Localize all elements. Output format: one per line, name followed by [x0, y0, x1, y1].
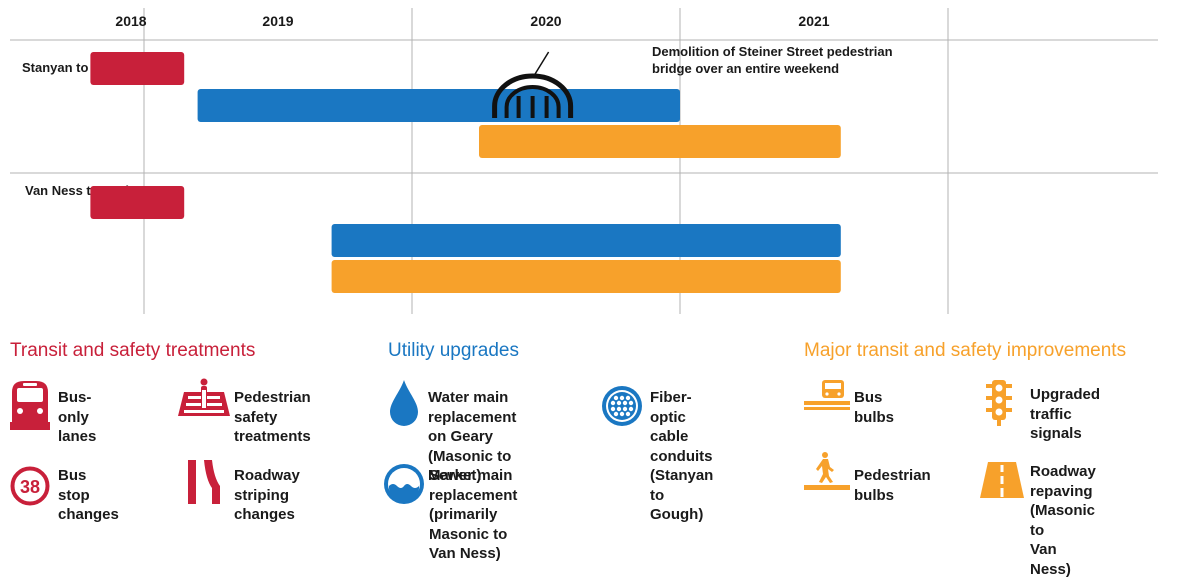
bridge-icon — [492, 51, 574, 118]
year-label: 2019 — [262, 13, 293, 29]
legend-title-utility: Utility upgrades — [388, 340, 519, 361]
legend-label: Bus-only lanes — [58, 389, 97, 445]
legend-label: Roadway striping changes — [234, 467, 300, 523]
year-label: 2021 — [798, 13, 829, 29]
legend-label: Sewer main replacement (primarily Masoni… — [429, 467, 518, 562]
gantt-bar — [90, 186, 185, 219]
bus-bulb-icon — [804, 380, 850, 410]
bridge-arch-inner — [504, 85, 561, 118]
bus-stop-badge: 38 — [20, 477, 40, 497]
legend-label: Water main replacement on Geary (Masonic… — [428, 389, 517, 484]
year-label: 2020 — [530, 13, 561, 29]
gantt-bar — [331, 260, 841, 293]
legend-label: Pedestrian safety treatments — [234, 389, 311, 445]
gantt-bar — [479, 125, 841, 158]
year-label: 2018 — [115, 13, 146, 29]
gantt-bar — [197, 89, 680, 122]
annotation-text: Demolition of Steiner Street pedestrian — [652, 44, 893, 59]
legend-label: Roadway repaving (Masonic to Van Ness) — [1030, 463, 1096, 578]
traffic-signal-icon — [986, 380, 1012, 426]
water-drop-icon — [390, 380, 418, 426]
bus-icon — [10, 381, 50, 430]
gantt-bar — [331, 224, 841, 257]
legend-title-major: Major transit and safety improvements — [804, 340, 1127, 361]
annotation-leader — [531, 51, 550, 79]
legend-title-transit: Transit and safety treatments — [10, 340, 256, 361]
road-striping-icon — [188, 460, 220, 504]
gantt-bar — [90, 52, 185, 85]
annotation-text: bridge over an entire weekend — [652, 61, 839, 76]
sewer-icon — [384, 464, 424, 504]
bus-stop-38-icon: 38 — [10, 466, 50, 506]
road-repaving-icon — [980, 462, 1024, 498]
pedestrian-crossing-icon — [178, 378, 230, 416]
bridge-arch — [492, 73, 574, 118]
legend-label: Bus stop changes — [58, 467, 119, 523]
legend-label: Pedestrian bulbs — [854, 467, 931, 504]
legend-label: Upgraded traffic signals — [1030, 386, 1101, 442]
legend-label: Bus bulbs — [854, 389, 894, 426]
pedestrian-bulb-icon — [804, 452, 850, 490]
legend-label: Fiber-optic cable conduits (Stanyan to G… — [650, 389, 714, 523]
fiber-optic-icon — [602, 386, 642, 426]
